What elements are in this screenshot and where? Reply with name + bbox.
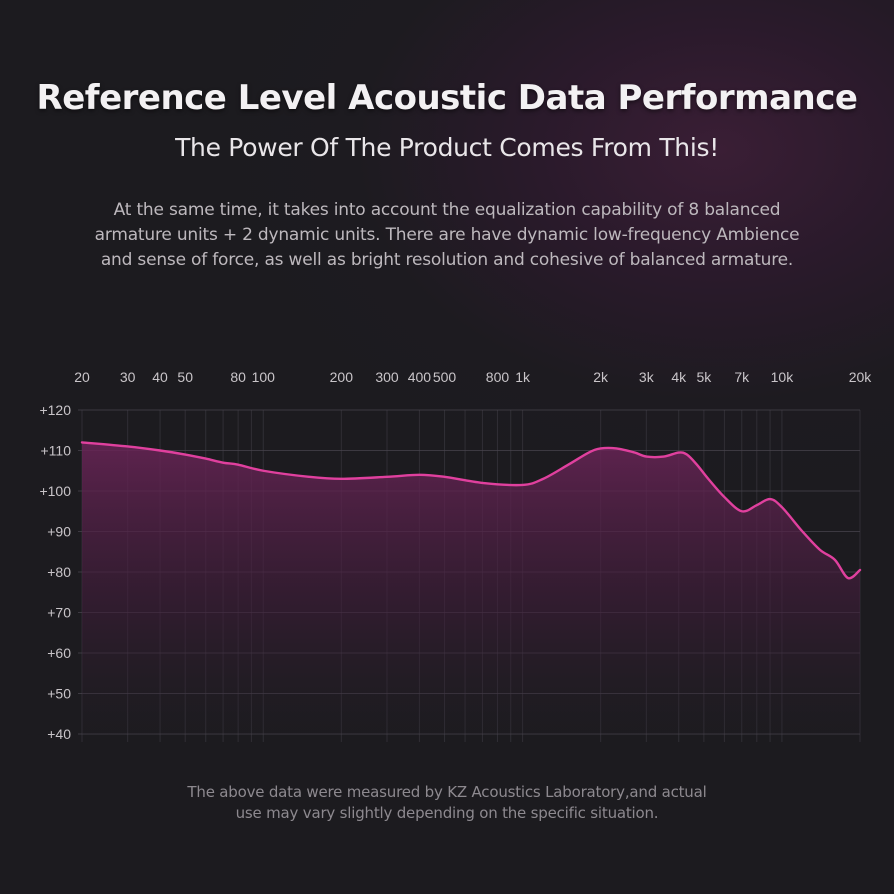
- x-tick-label: 3k: [639, 369, 655, 385]
- x-tick-label: 10k: [771, 369, 795, 385]
- chart-area: [80, 441, 862, 734]
- x-tick-label: 20k: [849, 369, 873, 385]
- description-line: armature units + 2 dynamic units. There …: [94, 225, 800, 245]
- y-tick-label: +90: [47, 524, 71, 540]
- x-tick-label: 7k: [734, 369, 750, 385]
- y-tick-label: +110: [41, 443, 72, 459]
- x-tick-label: 50: [177, 369, 193, 385]
- page-title: Reference Level Acoustic Data Performanc…: [36, 78, 858, 118]
- x-tick-label: 40: [152, 369, 168, 385]
- note-line: use may vary slightly depending on the s…: [235, 804, 659, 822]
- x-tick-label: 500: [433, 369, 457, 385]
- chart-ticks: 20 30 40 50 80 100 200 300 400 500 800 1k 2k 3k 4k 5k 7k…: [39, 369, 872, 742]
- page-subtitle: The Power Of The Product Comes From This…: [175, 133, 719, 162]
- x-tick-label: 1k: [515, 369, 531, 385]
- x-tick-label: 200: [330, 369, 354, 385]
- x-tick-label: 300: [375, 369, 399, 385]
- x-tick-label: 20: [74, 369, 90, 385]
- series-line: [80, 441, 862, 580]
- x-tick-label: 5k: [696, 369, 712, 385]
- description-line: and sense of force, as well as bright re…: [100, 250, 794, 270]
- x-tick-label: 2k: [593, 369, 609, 385]
- area-fill: [82, 442, 860, 734]
- x-tick-label: 400: [408, 369, 432, 385]
- description: At the same time, it takes into account …: [60, 198, 834, 273]
- y-tick-label: +100: [39, 483, 71, 499]
- x-tick-label: 80: [230, 369, 246, 385]
- x-tick-label: 100: [252, 369, 276, 385]
- y-tick-label: +40: [47, 726, 71, 742]
- description-line: At the same time, it takes into account …: [113, 200, 781, 220]
- y-tick-label: +60: [47, 645, 71, 661]
- x-tick-label: 30: [120, 369, 136, 385]
- measurement-note: The above data were measured by KZ Acous…: [120, 782, 774, 824]
- y-tick-label: +50: [47, 686, 71, 702]
- x-tick-label: 800: [486, 369, 510, 385]
- x-tick-label: 4k: [671, 369, 687, 385]
- y-tick-label: +70: [47, 605, 71, 621]
- y-tick-label: +80: [47, 564, 71, 580]
- y-tick-label: +120: [39, 402, 71, 418]
- note-line: The above data were measured by KZ Acous…: [187, 783, 707, 801]
